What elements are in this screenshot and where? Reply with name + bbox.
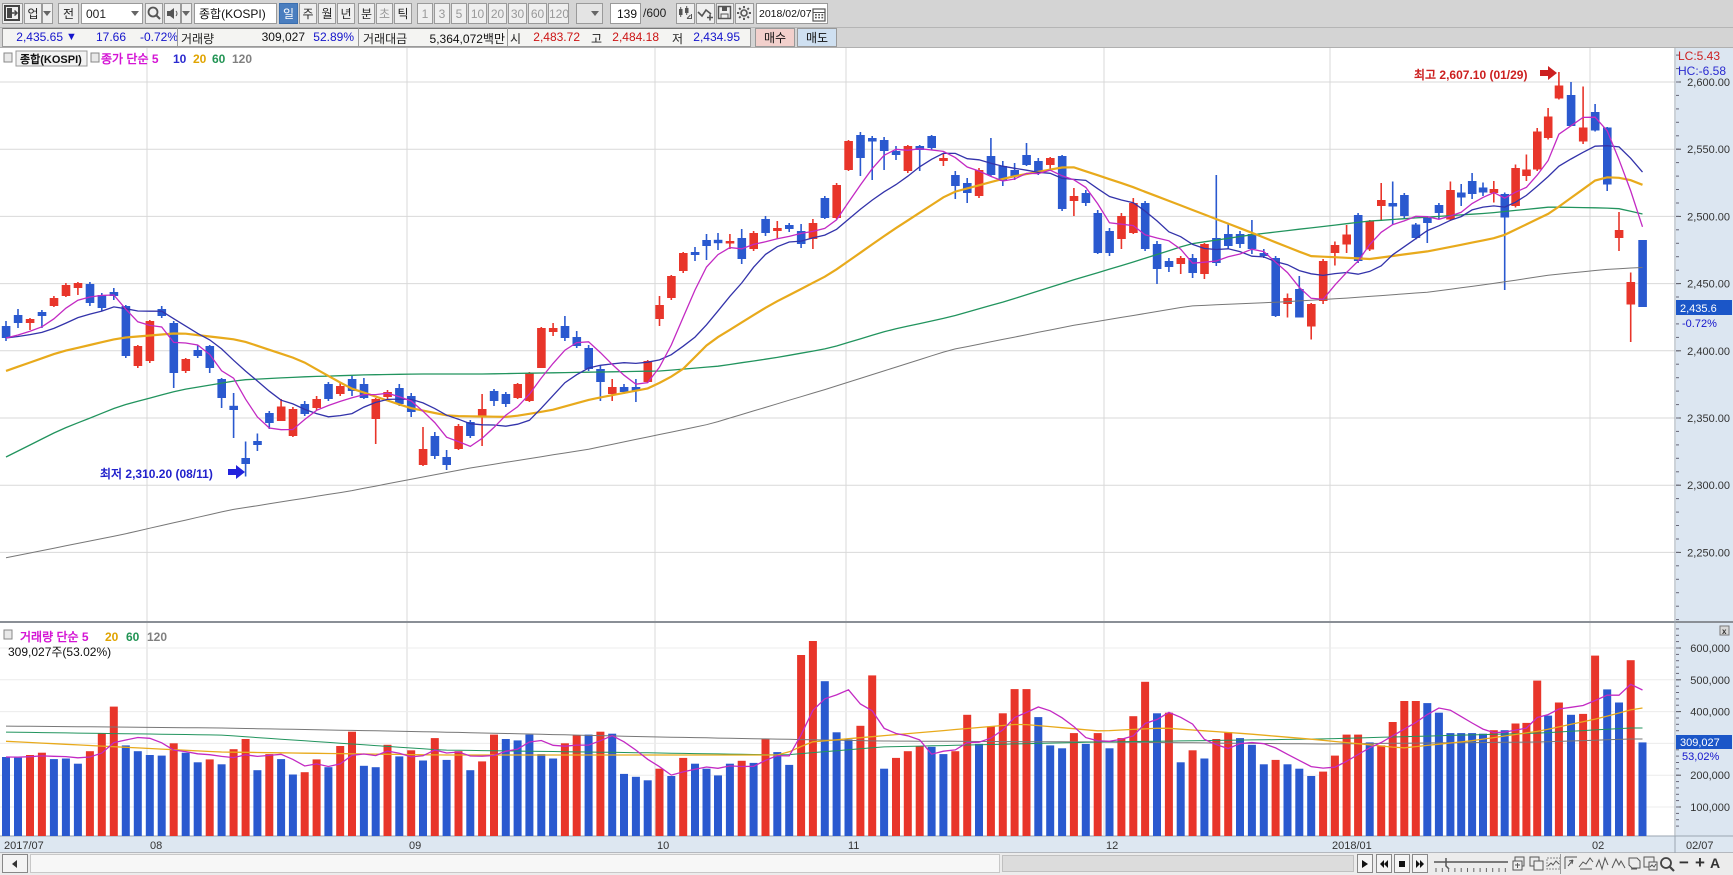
svg-text:53,02%: 53,02% (1682, 751, 1720, 763)
svg-text:309,027주(53.02%): 309,027주(53.02%) (8, 645, 111, 659)
svg-text:2,350.00: 2,350.00 (1687, 413, 1730, 425)
svg-text:02: 02 (1592, 840, 1604, 852)
svg-text:600,000: 600,000 (1690, 643, 1730, 655)
svg-text:종합(KOSPI): 종합(KOSPI) (20, 52, 82, 66)
svg-text:2,550.00: 2,550.00 (1687, 144, 1730, 156)
svg-text:10: 10 (173, 52, 187, 66)
svg-text:02/07: 02/07 (1686, 840, 1714, 852)
svg-text:거래량 단순 5: 거래량 단순 5 (20, 629, 89, 644)
svg-text:400,000: 400,000 (1690, 707, 1730, 719)
svg-text:HC:-6.58: HC:-6.58 (1678, 64, 1726, 78)
svg-text:309,027: 309,027 (1680, 737, 1720, 749)
svg-text:60: 60 (126, 630, 140, 644)
svg-text:20: 20 (193, 52, 207, 66)
svg-text:120: 120 (232, 52, 252, 66)
svg-text:20: 20 (105, 630, 119, 644)
svg-text:100,000: 100,000 (1690, 802, 1730, 814)
svg-text:120: 120 (147, 630, 167, 644)
svg-text:2,250.00: 2,250.00 (1687, 547, 1730, 559)
svg-text:2,435.6: 2,435.6 (1680, 303, 1717, 315)
svg-text:최고 2,607.10 (01/29): 최고 2,607.10 (01/29) (1414, 67, 1527, 82)
svg-text:2,500.00: 2,500.00 (1687, 211, 1730, 223)
svg-text:2,450.00: 2,450.00 (1687, 279, 1730, 291)
svg-text:-0.72%: -0.72% (1682, 318, 1717, 330)
svg-text:60: 60 (212, 52, 226, 66)
svg-text:2,300.00: 2,300.00 (1687, 480, 1730, 492)
svg-text:2017/07: 2017/07 (4, 840, 44, 852)
svg-text:최저 2,310.20 (08/11): 최저 2,310.20 (08/11) (100, 466, 213, 481)
svg-text:09: 09 (409, 840, 421, 852)
svg-text:x: x (1722, 627, 1727, 636)
svg-text:10: 10 (657, 840, 669, 852)
svg-text:08: 08 (150, 840, 162, 852)
svg-text:200,000: 200,000 (1690, 770, 1730, 782)
svg-text:12: 12 (1106, 840, 1118, 852)
svg-text:2018/01: 2018/01 (1332, 840, 1372, 852)
svg-text:2,400.00: 2,400.00 (1687, 346, 1730, 358)
svg-text:500,000: 500,000 (1690, 675, 1730, 687)
svg-text:종가 단순 5: 종가 단순 5 (101, 51, 159, 66)
svg-text:11: 11 (848, 840, 859, 852)
svg-text:2,600.00: 2,600.00 (1687, 77, 1730, 89)
svg-text:LC:5.43: LC:5.43 (1678, 49, 1720, 63)
